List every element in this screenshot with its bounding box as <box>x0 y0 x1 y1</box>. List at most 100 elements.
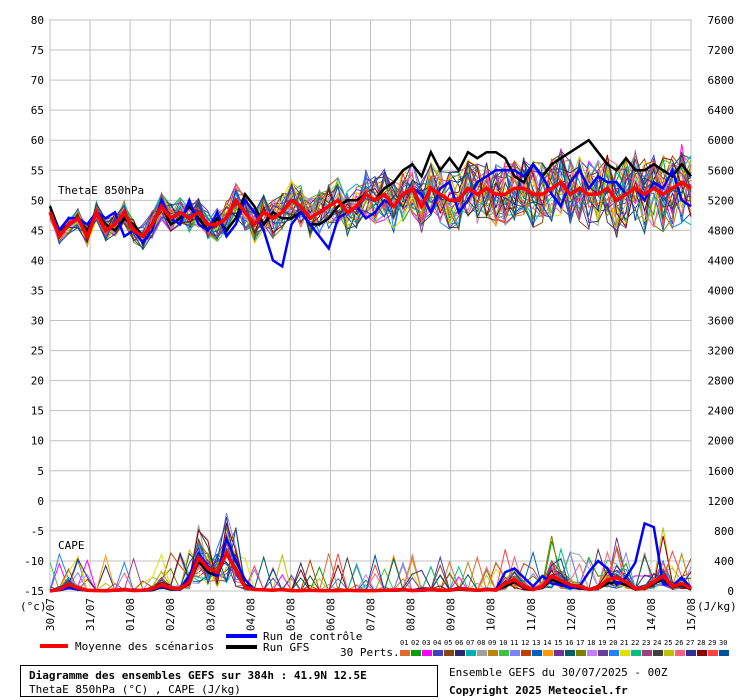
y-tick-label: 50 <box>31 194 44 207</box>
pert-legend-swatch <box>642 650 652 656</box>
pert-legend-id: 09 <box>488 639 496 647</box>
pert-legend-id: 11 <box>510 639 518 647</box>
pert-legend-swatch <box>664 650 674 656</box>
pert-legend-id: 16 <box>565 639 573 647</box>
pert-legend-swatch <box>455 650 465 656</box>
pert-legend-swatch <box>598 650 608 656</box>
y-tick-label: 70 <box>31 74 44 87</box>
pert-legend-swatch <box>400 650 410 656</box>
pert-legend-swatch <box>521 650 531 656</box>
y2-tick-label: 1600 <box>708 465 735 478</box>
y2-tick-label: 6000 <box>708 134 735 147</box>
pert-legend-swatch <box>466 650 476 656</box>
y-tick-label: 25 <box>31 345 44 358</box>
grid <box>49 19 692 592</box>
y2-tick-label: 3600 <box>708 315 735 328</box>
y2-tick-label: 2800 <box>708 375 735 388</box>
mean-cape-line <box>49 549 692 593</box>
y2-tick-label: 2000 <box>708 435 735 448</box>
legend-gfs-label: Run GFS <box>263 641 309 654</box>
y-tick-label: 75 <box>31 44 44 57</box>
y2-tick-label: 1200 <box>708 495 735 508</box>
y-tick-label: 55 <box>31 164 44 177</box>
pert-legend-id: 25 <box>664 639 672 647</box>
pert-legend-id: 05 <box>444 639 452 647</box>
y2-tick-label: 5200 <box>708 194 735 207</box>
y-tick-label: 30 <box>31 315 44 328</box>
pert-legend-id: 30 <box>719 639 727 647</box>
axes: -15 0 -10 400 -5 800 0 1200 5 1600 10 2000 15 2400 20 2… <box>24 14 734 631</box>
pert-legend-swatch <box>631 650 641 656</box>
x-tick-label: 02/08 <box>164 598 177 631</box>
y2-tick-label: 5600 <box>708 164 735 177</box>
y2-tick-label: 6400 <box>708 104 735 117</box>
y-tick-label: 80 <box>31 14 44 27</box>
pert-legend-id: 26 <box>675 639 683 647</box>
pert-legend-swatch <box>587 650 597 656</box>
x-tick-label: 12/08 <box>565 598 578 631</box>
x-tick-label: 11/08 <box>525 598 538 631</box>
pert-legend-swatch <box>708 650 718 656</box>
y2-axis-unit-label: (J/kg) <box>697 600 737 613</box>
x-tick-label: 15/08 <box>685 598 698 631</box>
x-tick-label: 13/08 <box>605 598 618 631</box>
x-tick-label: 05/08 <box>284 598 297 631</box>
footer-subtitle: ThetaE 850hPa (°C) , CAPE (J/kg) <box>29 683 241 696</box>
pert-legend-id: 24 <box>653 639 661 647</box>
footer-title: Diagramme des ensembles GEFS sur 384h : … <box>29 669 367 682</box>
pert-legend-swatch <box>499 650 509 656</box>
y-tick-label: -10 <box>24 555 44 568</box>
pert-legend-id: 15 <box>554 639 562 647</box>
cape-annotation: CAPE <box>58 539 85 552</box>
x-tick-label: 04/08 <box>244 598 257 631</box>
y2-tick-label: 0 <box>727 585 734 598</box>
x-tick-label: 08/08 <box>405 598 418 631</box>
pert-legend-swatch <box>675 650 685 656</box>
pert-legend-id: 03 <box>422 639 430 647</box>
mean-thetae-line <box>48 179 692 241</box>
y-tick-label: 65 <box>31 104 44 117</box>
y2-tick-label: 2400 <box>708 405 735 418</box>
pert-29-thetae-line <box>49 157 692 240</box>
x-tick-label: 10/08 <box>485 598 498 631</box>
y-tick-label: 10 <box>31 435 44 448</box>
pert-legend-id: 27 <box>686 639 694 647</box>
y-tick-label: 40 <box>31 254 44 267</box>
y-tick-label: 5 <box>37 465 44 478</box>
footer-copyright: Copyright 2025 Meteociel.fr <box>449 684 628 697</box>
pert-legend-swatch <box>565 650 575 656</box>
y2-tick-label: 7200 <box>708 44 735 57</box>
pert-legend: 01 02 03 04 05 06 07 08 09 10 11 12 13 14 15 16 17 18 19 20… <box>400 639 729 656</box>
pert-legend-swatch <box>620 650 630 656</box>
pert-legend-swatch <box>433 650 443 656</box>
y-tick-label: 0 <box>37 495 44 508</box>
footer-title-box: Diagramme des ensembles GEFS sur 384h : … <box>20 665 438 697</box>
pert-13-thetae-line <box>49 158 692 242</box>
pert-legend-id: 14 <box>543 639 551 647</box>
footer-ensemble: Ensemble GEFS du 30/07/2025 - 00Z <box>449 666 668 679</box>
pert-legend-swatch <box>444 650 454 656</box>
legend-mean-label: Moyenne des scénarios <box>75 640 214 653</box>
pert-legend-swatch <box>576 650 586 656</box>
pert-legend-id: 06 <box>455 639 463 647</box>
x-tick-label: 09/08 <box>445 598 458 631</box>
pert-legend-id: 21 <box>620 639 628 647</box>
y-tick-label: -5 <box>31 525 44 538</box>
pert-legend-id: 23 <box>642 639 650 647</box>
pert-legend-id: 08 <box>477 639 485 647</box>
pert-legend-swatch <box>510 650 520 656</box>
pert-legend-swatch <box>609 650 619 656</box>
pert-legend-id: 10 <box>499 639 507 647</box>
pert-legend-swatch <box>543 650 553 656</box>
y-tick-label: 35 <box>31 284 44 297</box>
x-tick-label: 30/07 <box>44 598 57 631</box>
pert-legend-swatch <box>697 650 707 656</box>
pert-legend-swatch <box>477 650 487 656</box>
y2-tick-label: 4800 <box>708 224 735 237</box>
pert-legend-swatch <box>532 650 542 656</box>
pert-legend-id: 19 <box>598 639 606 647</box>
pert-legend-id: 20 <box>609 639 617 647</box>
legend-perts-label: 30 Perts. <box>340 646 400 659</box>
x-tick-label: 31/07 <box>84 598 97 631</box>
